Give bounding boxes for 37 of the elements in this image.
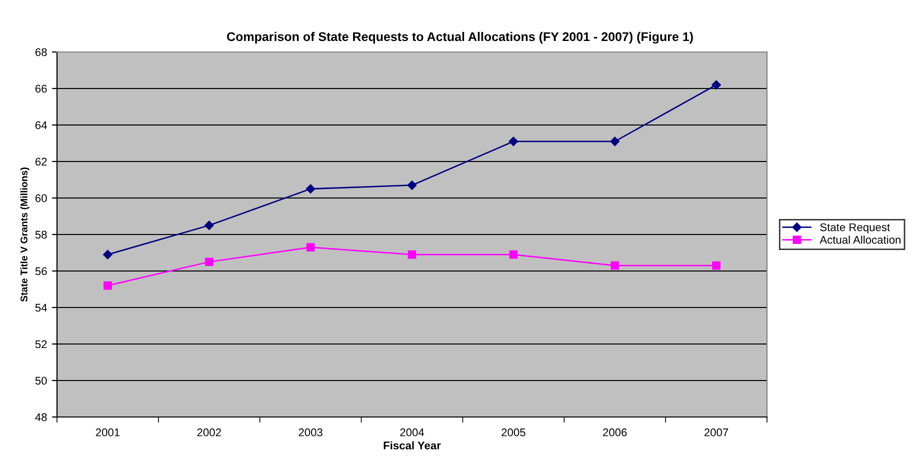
point: [509, 250, 518, 259]
point: [204, 220, 214, 230]
x-tick-label: 2006: [603, 428, 627, 436]
y-tick-label: 50: [35, 376, 47, 385]
point: [104, 281, 112, 290]
point: [306, 243, 315, 252]
y-tick-label: 54: [35, 304, 47, 312]
legend-label: State Request: [820, 223, 890, 234]
x-axis-title: Fiscal Year: [384, 441, 441, 450]
point: [407, 180, 417, 190]
x-tick-label: 2002: [197, 428, 221, 436]
y-tick-label: 68: [35, 48, 47, 56]
y-tick-label: 64: [35, 121, 47, 130]
legend-label: Actual Allocation: [820, 236, 900, 244]
point: [103, 250, 112, 260]
x-tick-label: 2004: [400, 428, 424, 436]
y-tick-label: 56: [35, 267, 47, 276]
y-tick-label: 52: [35, 340, 47, 348]
point: [610, 261, 620, 270]
chart-title: Comparison of State Requests to Actual Allocations (FY 2001 - 2007) (Figure 1): [227, 32, 693, 44]
y-axis-title: State Title V Grants (Millions): [20, 168, 30, 302]
x-tick-label: 2005: [502, 428, 526, 436]
y-tick-label: 60: [35, 194, 47, 202]
point: [408, 250, 416, 259]
x-tick-label: 2001: [96, 428, 120, 436]
y-tick-label: 62: [35, 158, 47, 166]
point: [204, 258, 214, 266]
y-tick-label: 58: [35, 230, 47, 239]
point: [610, 136, 620, 146]
point: [712, 80, 721, 90]
point: [306, 184, 316, 194]
y-tick-label: 66: [35, 84, 47, 93]
point: [712, 261, 720, 270]
point: [508, 136, 518, 146]
x-tick-label: 2003: [298, 428, 322, 436]
y-tick-label: 48: [35, 413, 47, 422]
x-tick-label: 2007: [704, 428, 728, 436]
